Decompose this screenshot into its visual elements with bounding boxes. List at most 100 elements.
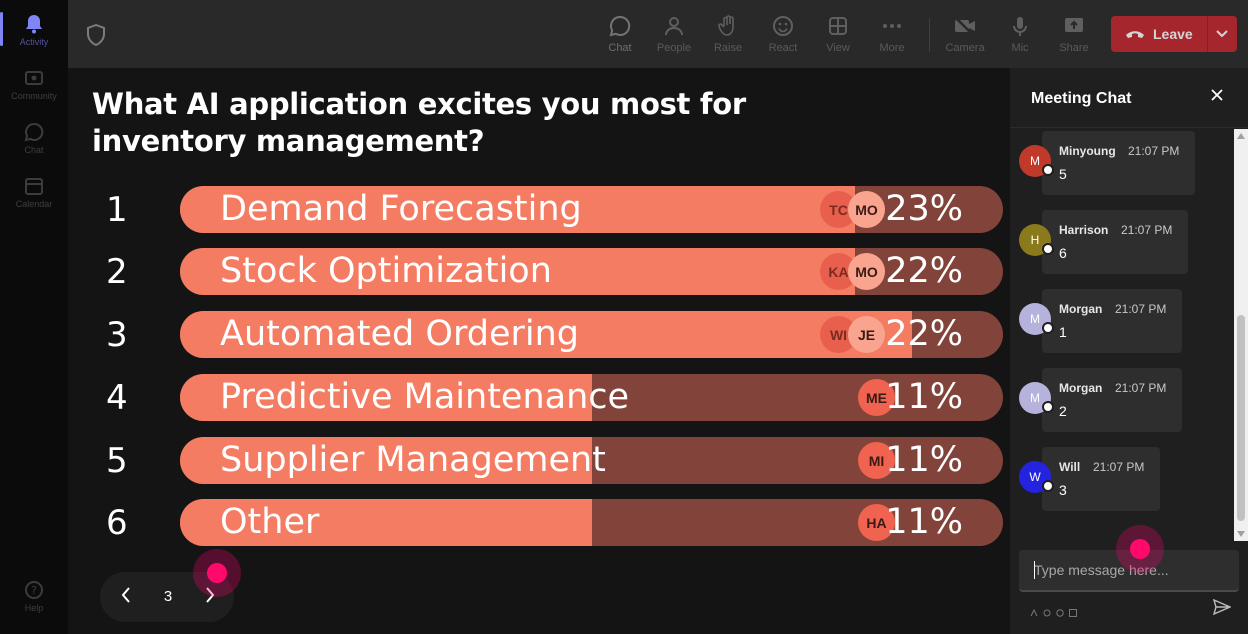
toolbar-button-label: Chat — [608, 42, 632, 54]
toolbar-view-button[interactable]: View — [810, 0, 866, 68]
toolbar-button-label: Mic — [1011, 42, 1029, 54]
click-indicator — [1116, 525, 1164, 573]
avatar[interactable]: M — [1019, 145, 1051, 177]
close-chat-button[interactable] — [1208, 88, 1226, 106]
message-sender: Will — [1059, 460, 1081, 474]
option-number: 1 — [106, 190, 128, 230]
chat-message[interactable]: Morgan 21:07 PM 2 M — [1010, 368, 1240, 432]
message-bubble[interactable]: Will 21:07 PM 3 — [1042, 447, 1160, 511]
message-sender: Minyoung — [1059, 144, 1116, 158]
send-button[interactable] — [1212, 598, 1232, 620]
poll-option: 2 Stock Optimization KA MO 22% — [68, 248, 1010, 296]
chat-message-list[interactable]: Minyoung 21:07 PM 5 M Harrison 21:07 PM 6 H Morg… — [1010, 129, 1248, 542]
rail-item-help[interactable]: ? Help — [0, 572, 68, 620]
hang-up-icon — [1125, 26, 1145, 42]
poll-option: 4 Predictive Maintenance ME 11% — [68, 374, 1010, 422]
rail-item-activity[interactable]: Activity — [0, 6, 68, 54]
chat-header: Meeting Chat — [1010, 68, 1248, 128]
toolbar-raise-button[interactable]: Raise — [700, 0, 756, 68]
emoji-icon[interactable] — [1056, 604, 1064, 617]
camera-off-icon — [953, 14, 977, 38]
option-number: 6 — [106, 503, 128, 543]
rail-item-label: Help — [24, 603, 44, 613]
poll-option: 1 Demand Forecasting TC MO 23% — [68, 186, 1010, 234]
toolbar-more-button[interactable]: More — [864, 0, 920, 68]
option-percent: 23% — [885, 189, 963, 229]
chat-message[interactable]: Morgan 21:07 PM 1 M — [1010, 289, 1240, 353]
message-sender: Harrison — [1059, 223, 1109, 237]
close-icon — [1211, 88, 1223, 106]
message-sender: Morgan — [1059, 302, 1103, 316]
message-time: 21:07 PM — [1121, 223, 1173, 237]
voter-avatar: HA — [858, 504, 895, 541]
app-rail: Activity Community Chat Calendar ? Help — [0, 0, 68, 634]
rail-item-community[interactable]: Community — [0, 60, 68, 108]
chat-message[interactable]: Will 21:07 PM 3 W — [1010, 447, 1240, 511]
message-text: 1 — [1059, 324, 1067, 340]
chevron-left-icon — [121, 586, 131, 608]
voter-avatar: ME — [858, 379, 895, 416]
react-icon — [771, 14, 795, 38]
chat-title: Meeting Chat — [1031, 90, 1132, 107]
view-icon — [826, 14, 850, 38]
send-icon — [1212, 598, 1232, 620]
option-number: 5 — [106, 441, 128, 481]
message-text: 3 — [1059, 482, 1067, 498]
scroll-down-icon[interactable] — [1237, 531, 1245, 537]
toolbar-button-label: Raise — [713, 42, 743, 54]
rail-item-label: Activity — [19, 37, 49, 47]
option-percent: 11% — [885, 440, 963, 480]
toolbar-chat-button[interactable]: Chat — [592, 0, 648, 68]
scrollbar-thumb[interactable] — [1237, 315, 1245, 521]
message-text: 2 — [1059, 403, 1067, 419]
option-bar-fill — [180, 499, 592, 546]
previous-page-button[interactable] — [114, 584, 138, 610]
message-time: 21:07 PM — [1093, 460, 1145, 474]
gif-icon[interactable] — [1069, 604, 1077, 617]
rail-active-indicator — [0, 12, 3, 46]
option-bar-fill — [180, 374, 592, 421]
poll-question: What AI application excites you most for… — [92, 87, 746, 158]
chat-scrollbar[interactable] — [1234, 129, 1248, 541]
scroll-up-icon[interactable] — [1237, 133, 1245, 139]
poll-stage: What AI application excites you most for… — [68, 68, 1010, 634]
presence-status-icon — [1042, 164, 1054, 176]
option-percent: 22% — [885, 251, 963, 291]
attach-icon[interactable] — [1043, 604, 1051, 617]
click-indicator — [193, 549, 241, 597]
message-time: 21:07 PM — [1115, 302, 1167, 316]
message-time: 21:07 PM — [1115, 381, 1167, 395]
rail-item-label: Chat — [24, 145, 44, 155]
message-bubble[interactable]: Minyoung 21:07 PM 5 — [1042, 131, 1195, 195]
chat-message[interactable]: Minyoung 21:07 PM 5 M — [1010, 131, 1240, 195]
toolbar-share-button[interactable]: Share — [1046, 0, 1102, 68]
toolbar-camera-button[interactable]: Camera — [937, 0, 993, 68]
toolbar-button-label: Share — [1059, 42, 1089, 54]
chat-message[interactable]: Harrison 21:07 PM 6 H — [1010, 210, 1240, 274]
presence-status-icon — [1042, 480, 1054, 492]
message-sender: Morgan — [1059, 381, 1103, 395]
option-percent: 11% — [885, 377, 963, 417]
leave-button[interactable]: Leave — [1111, 16, 1237, 52]
leave-main[interactable]: Leave — [1111, 26, 1207, 42]
people-icon — [662, 14, 686, 38]
leave-label: Leave — [1153, 26, 1193, 42]
option-bar: Supplier Management MI 11% — [180, 437, 1003, 484]
svg-text:?: ? — [31, 584, 37, 597]
leave-options-button[interactable] — [1208, 25, 1236, 43]
calendar-icon — [23, 175, 45, 197]
poll-option: 3 Automated Ordering WI JE 22% — [68, 311, 1010, 359]
help-icon: ? — [23, 579, 45, 601]
message-bubble[interactable]: Harrison 21:07 PM 6 — [1042, 210, 1188, 274]
option-label: Demand Forecasting — [220, 189, 582, 229]
toolbar-mic-button[interactable]: Mic — [992, 0, 1048, 68]
message-bubble[interactable]: Morgan 21:07 PM 1 — [1042, 289, 1182, 353]
rail-item-chat[interactable]: Chat — [0, 114, 68, 162]
rail-item-calendar[interactable]: Calendar — [0, 168, 68, 216]
toolbar-people-button[interactable]: People — [646, 0, 702, 68]
message-bubble[interactable]: Morgan 21:07 PM 2 — [1042, 368, 1182, 432]
toolbar-react-button[interactable]: React — [755, 0, 811, 68]
option-label: Predictive Maintenance — [220, 377, 630, 417]
format-icon[interactable] — [1030, 604, 1038, 617]
option-label: Supplier Management — [220, 440, 606, 480]
